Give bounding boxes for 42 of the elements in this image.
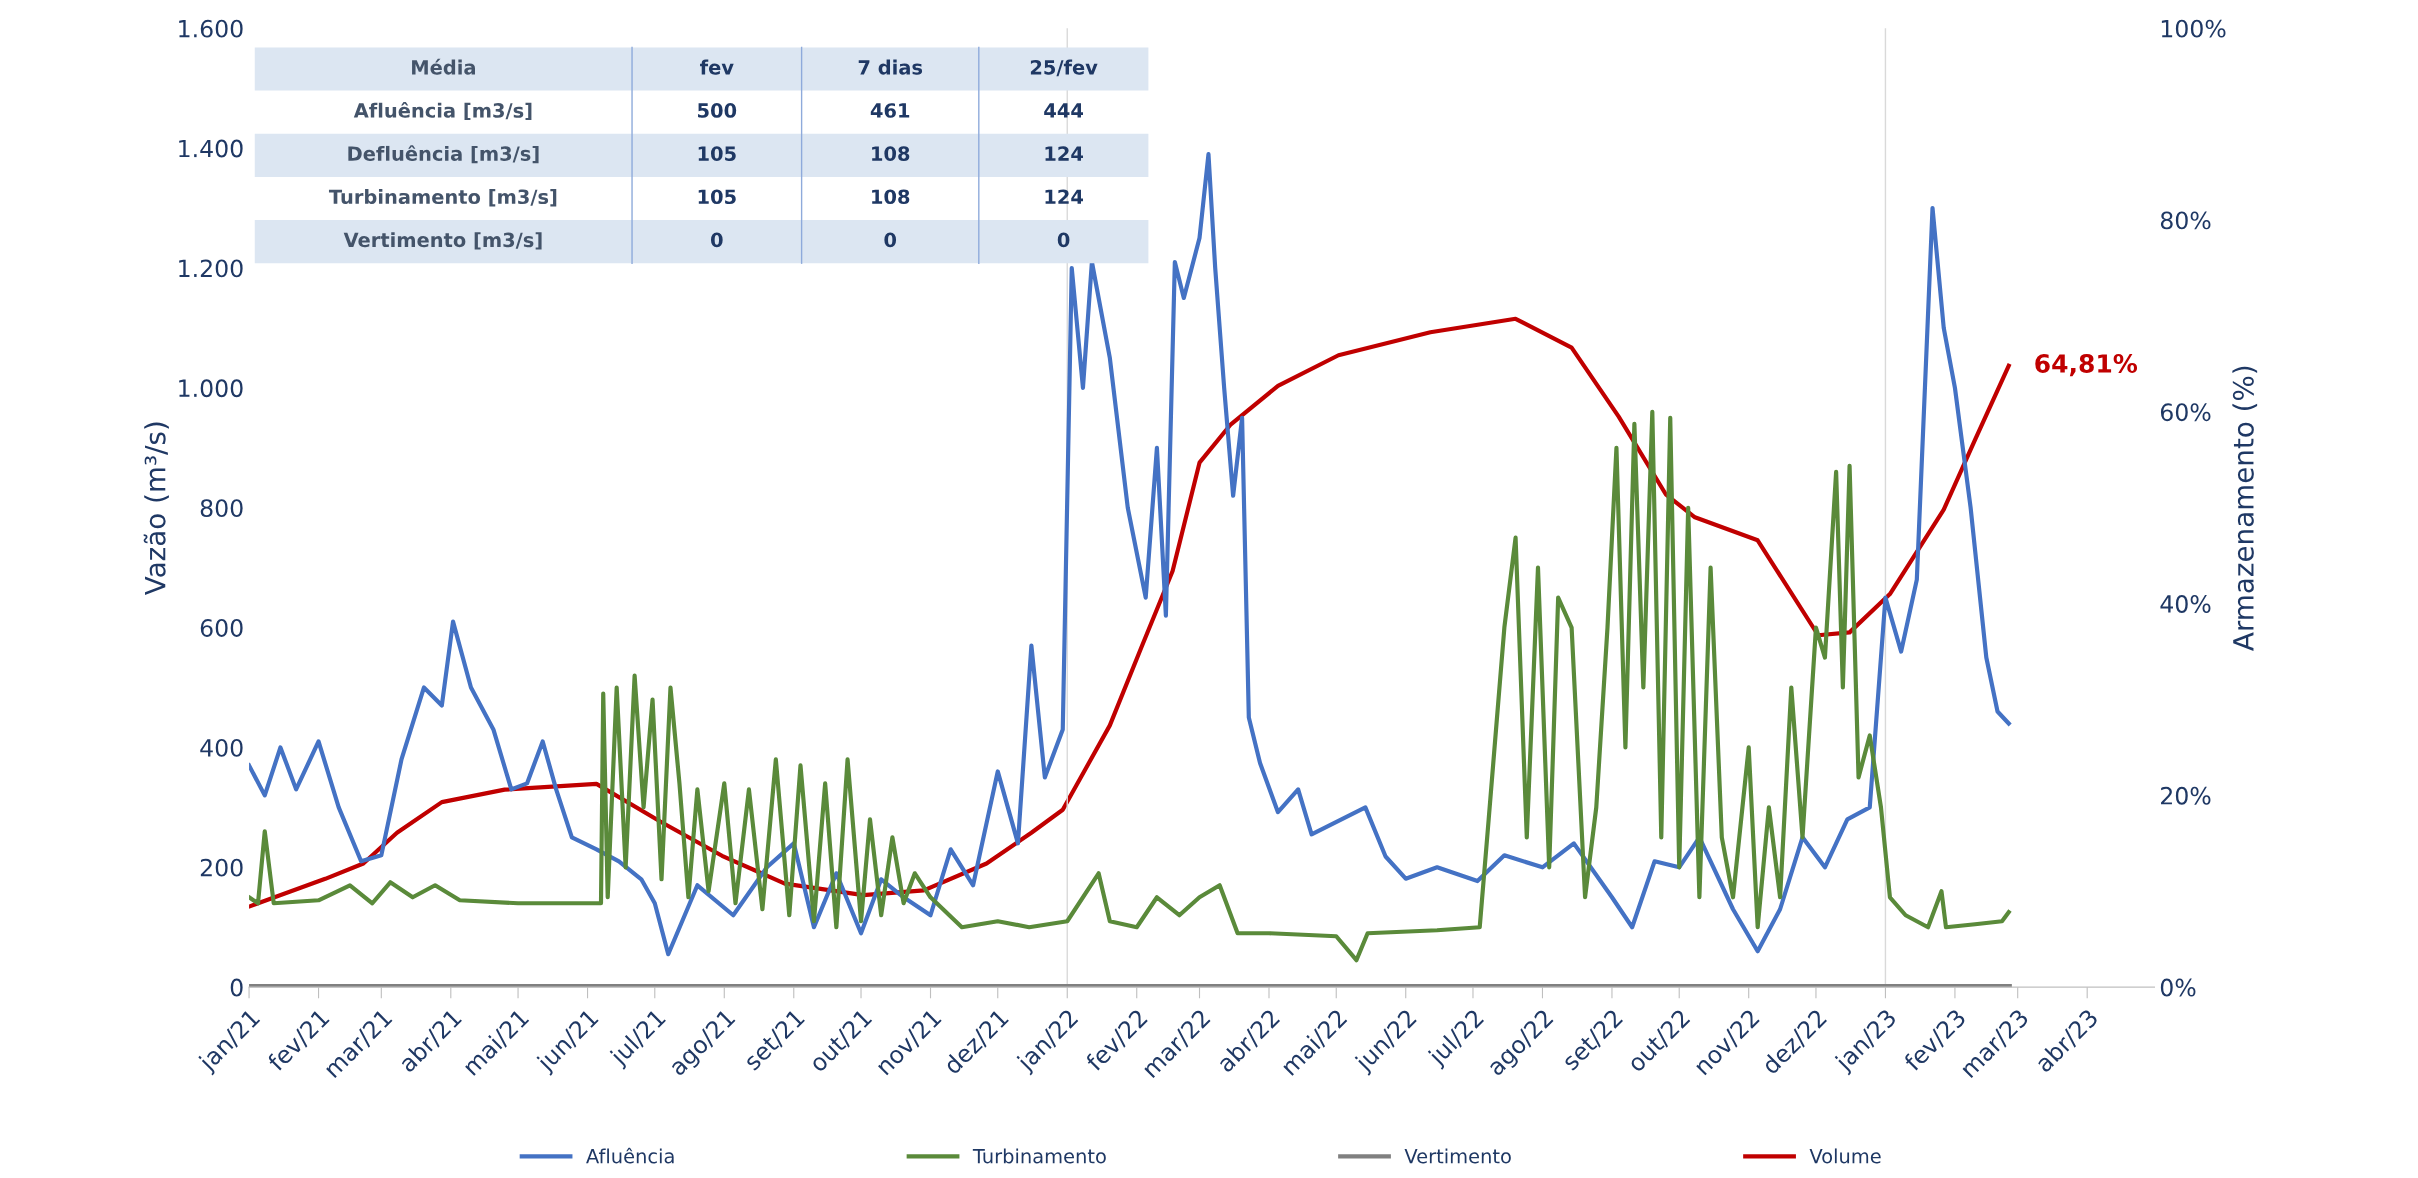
annotation: 0 <box>884 232 897 248</box>
y-tick-label: 1.200 <box>179 259 243 278</box>
y-tick-label: 600 <box>200 619 243 637</box>
y2-tick-label: 40% <box>2160 595 2211 613</box>
legend-label: Vertimento <box>1404 1148 1511 1164</box>
annotation: 444 <box>1044 103 1084 118</box>
annotation: 500 <box>698 103 737 118</box>
y-tick-label: 800 <box>200 499 243 518</box>
annotation: 124 <box>1045 189 1084 204</box>
y-axis-title: Vazão (m³/s) <box>143 422 169 595</box>
y2-tick-label: 80% <box>2160 211 2211 230</box>
y2-tick-label: 60% <box>2160 403 2211 422</box>
y-tick-label: 1.600 <box>179 19 243 38</box>
legend-label: Turbinamento <box>972 1148 1106 1164</box>
annotation: Vertimento [m3/s] <box>343 232 542 250</box>
y-tick-label: 1.000 <box>179 379 243 398</box>
annotation: Afluência [m3/s] <box>353 101 532 121</box>
y2-tick-label: 100% <box>2161 19 2226 38</box>
annotation: 108 <box>872 189 910 205</box>
annotation: Média <box>412 58 475 75</box>
annotation: 108 <box>872 146 910 161</box>
annotation: 0 <box>1057 232 1070 248</box>
annotation: Defluência [m3/s] <box>348 145 539 164</box>
y2-tick-label: 20% <box>2161 786 2211 805</box>
y2-tick-label: 0% <box>2160 978 2196 997</box>
annotation: fev <box>700 59 734 75</box>
legend-label: Volume <box>1809 1148 1881 1164</box>
y-tick-label: 200 <box>200 858 243 877</box>
annotation: 105 <box>698 189 736 205</box>
y-tick-label: 400 <box>200 738 243 757</box>
data-label: 64,81% <box>2035 354 2138 377</box>
annotation: 105 <box>698 146 736 161</box>
annotation: 7 dias <box>858 59 923 75</box>
annotation: Turbinamento [m3/s] <box>328 189 557 207</box>
annotation: 25/fev <box>1030 59 1098 77</box>
legend-label: Afluência <box>586 1147 674 1164</box>
y2-axis-title: Armazenamento (%) <box>2232 366 2258 651</box>
y-tick-label: 0 <box>230 978 243 997</box>
annotation: 0 <box>710 232 723 248</box>
y-tick-label: 1.400 <box>179 139 243 158</box>
annotation: 124 <box>1045 146 1084 161</box>
annotation: 461 <box>870 103 910 118</box>
